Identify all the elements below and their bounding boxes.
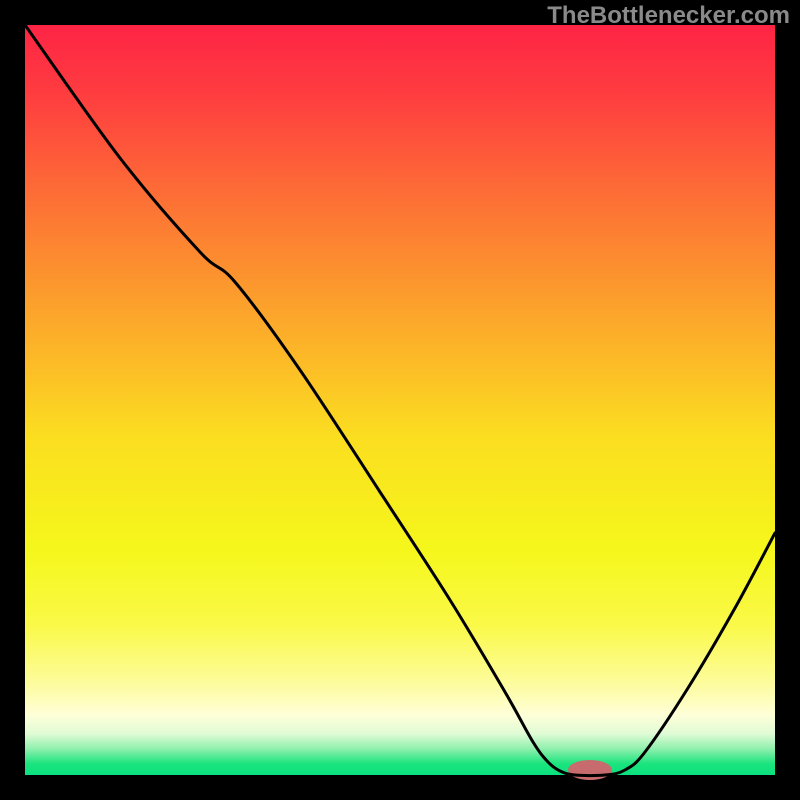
bottleneck-chart — [0, 0, 800, 800]
plot-area — [25, 25, 775, 775]
watermark-text: TheBottlenecker.com — [547, 2, 790, 30]
chart-frame: TheBottlenecker.com — [0, 0, 800, 800]
